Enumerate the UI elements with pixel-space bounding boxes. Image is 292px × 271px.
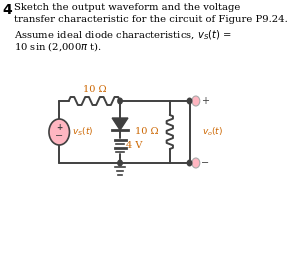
Text: 10 sin (2,000$\pi$ t).: 10 sin (2,000$\pi$ t). [14,40,102,53]
Text: transfer characteristic for the circuit of Figure P9.24.: transfer characteristic for the circuit … [14,15,288,24]
Circle shape [118,160,122,166]
Circle shape [192,96,200,106]
Text: +: + [56,122,62,131]
Text: $v_o(t)$: $v_o(t)$ [202,126,223,138]
Text: −: − [55,131,63,141]
Text: 10 Ω: 10 Ω [135,127,159,137]
Circle shape [49,119,69,145]
Text: Assume ideal diode characteristics, $v_S(t)$ =: Assume ideal diode characteristics, $v_S… [14,28,232,42]
Circle shape [187,98,192,104]
Text: 4: 4 [2,3,12,17]
Text: −: − [201,158,209,168]
Text: 4 V: 4 V [126,141,143,150]
Text: Sketch the output waveform and the voltage: Sketch the output waveform and the volta… [14,3,241,12]
Circle shape [192,158,200,168]
Circle shape [187,160,192,166]
Text: $v_S(t)$: $v_S(t)$ [72,126,93,138]
Circle shape [118,98,122,104]
Text: +: + [201,96,209,106]
Polygon shape [112,118,128,130]
Text: 10 Ω: 10 Ω [83,85,106,94]
